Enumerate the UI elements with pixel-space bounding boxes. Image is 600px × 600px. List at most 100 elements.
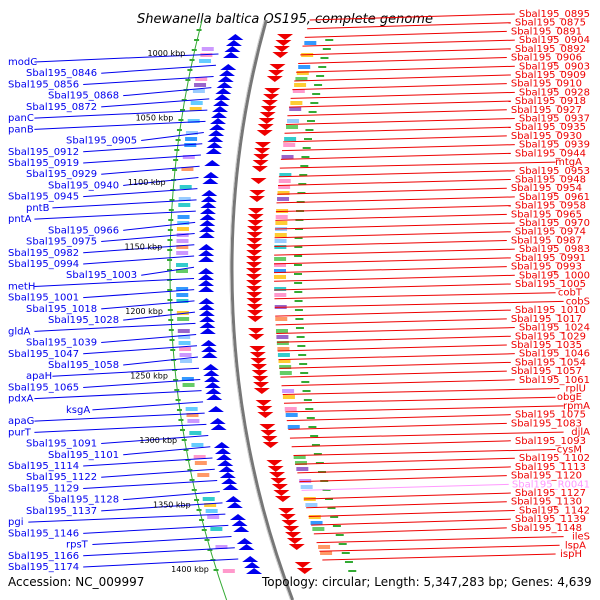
leader-line [34, 120, 206, 130]
cog-block [277, 353, 290, 357]
leader-line [34, 53, 219, 63]
gene-label-left: Sbal195_1166 [8, 551, 79, 562]
leader-line [274, 239, 507, 247]
gene-label-right: ileS [572, 532, 590, 543]
cog-block [185, 131, 198, 135]
reverse-gene-arrow [263, 94, 280, 100]
forward-gene-arrow [215, 88, 232, 94]
cog-block [284, 407, 297, 411]
gene-label-left: Sbal195_0929 [26, 169, 97, 180]
reverse-gene-arrow [251, 166, 268, 172]
cog-block [176, 269, 189, 273]
reverse-gene-arrow [247, 220, 264, 226]
cog-block [177, 329, 190, 333]
gene-label-right: Sbal195_1035 [511, 340, 582, 351]
reverse-gene-arrow [246, 232, 263, 238]
forward-gene-arrow [212, 106, 229, 112]
reverse-gene-arrow [256, 406, 273, 412]
leader-line [123, 87, 212, 97]
genome-tracks [167, 19, 357, 600]
cog-block [195, 77, 208, 81]
gene-label-right: cysM [557, 444, 582, 455]
cog-block [178, 335, 191, 339]
cog-block [177, 221, 190, 225]
reverse-gene-arrow [249, 352, 266, 358]
leader-line [283, 135, 507, 143]
cog-block [296, 71, 309, 75]
cog-block [312, 527, 325, 531]
cog-block [204, 503, 217, 507]
label-leader-lines [28, 13, 564, 568]
forward-gene-arrow [204, 160, 221, 166]
cog-block [194, 461, 207, 465]
forward-gene-arrow [199, 322, 216, 328]
gene-label-left: Sbal195_1101 [48, 450, 119, 461]
cog-block [287, 119, 300, 123]
forward-gene-arrow [200, 196, 217, 202]
gene-label-left: pntA [8, 214, 32, 225]
forward-gene-arrow [208, 130, 225, 136]
cog-block [180, 359, 193, 363]
leader-line [83, 75, 214, 85]
gene-label-right: cobT [558, 288, 583, 299]
cog-block [177, 317, 190, 321]
cog-block [275, 221, 288, 225]
cog-block [278, 185, 291, 189]
leader-line [316, 536, 564, 544]
reverse-gene-arrow [258, 118, 275, 124]
reverse-gene-arrow [274, 496, 291, 502]
cog-block [310, 521, 323, 525]
cog-block [320, 551, 333, 555]
reverse-gene-arrow [246, 268, 263, 274]
forward-gene-arrow [198, 274, 215, 280]
reverse-gene-arrow [246, 280, 263, 286]
forward-gene-arrow [198, 286, 215, 292]
cog-block [176, 227, 189, 231]
forward-gene-arrow [198, 268, 215, 274]
cog-block [178, 197, 191, 201]
leader-line [282, 388, 560, 396]
gene-label-right: Sbal195_0918 [515, 96, 586, 107]
reverse-gene-arrow [247, 226, 264, 232]
gene-label-right: Sbal195_1054 [515, 357, 586, 368]
reverse-gene-arrow [259, 112, 276, 118]
gene-label-right: Sbal195_1113 [515, 462, 586, 473]
reverse-gene-arrow [273, 490, 290, 496]
leader-line [123, 311, 195, 321]
forward-gene-arrow [201, 190, 218, 196]
reverse-gene-arrow [277, 34, 294, 40]
leader-line [101, 98, 210, 108]
leader-line [123, 221, 196, 231]
forward-gene-arrow [229, 514, 246, 520]
gene-label-right: Sbal195_1010 [515, 305, 586, 316]
leader-line [274, 248, 515, 256]
forward-gene-arrow [224, 46, 241, 52]
leader-line [83, 143, 203, 153]
gene-label-right: Sbal195_1130 [511, 497, 582, 508]
gene-label-right: Sbal195_0892 [515, 44, 586, 55]
cog-block [277, 197, 290, 201]
cog-block [189, 107, 202, 111]
cog-block [275, 329, 288, 333]
forward-gene-arrow [217, 76, 234, 82]
forward-gene-arrow [202, 172, 219, 178]
leader-line [52, 367, 200, 377]
leader-line [286, 414, 511, 422]
leader-line [275, 309, 511, 317]
leader-line [83, 457, 213, 467]
reverse-gene-arrow [246, 286, 263, 292]
reverse-gene-arrow [260, 106, 277, 112]
leader-line [277, 344, 507, 352]
forward-gene-arrow [198, 256, 215, 262]
reverse-gene-arrow [288, 544, 305, 550]
reverse-gene-arrow [254, 148, 271, 154]
kbp-tick-label: 1400 kbp [171, 565, 209, 574]
cog-block [277, 191, 290, 195]
gene-label-left: Sbal195_1003 [66, 270, 137, 281]
gene-label-left: Sbal195_0966 [48, 225, 119, 236]
forward-gene-arrow [211, 112, 228, 118]
reverse-gene-arrow [261, 100, 278, 106]
cog-block [177, 215, 190, 219]
forward-gene-arrow [206, 142, 223, 148]
